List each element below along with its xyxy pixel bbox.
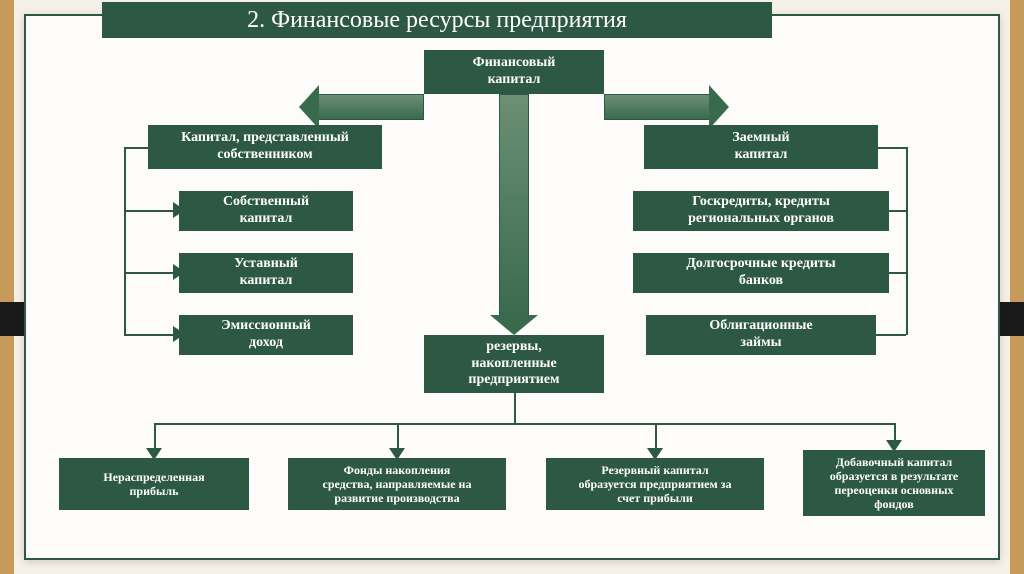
arrow-root-to-right	[604, 94, 712, 120]
node-bot0: Нераспределенная прибыль	[59, 458, 249, 510]
node-mid: резервы, накопленные предприятием	[424, 335, 604, 393]
node-right0: Заемный капитал	[644, 125, 878, 169]
connector	[124, 210, 179, 212]
arrow-root-to-mid	[499, 94, 529, 318]
connector	[889, 272, 906, 274]
connector	[906, 147, 908, 335]
connector	[889, 210, 906, 212]
title-text: 2. Финансовые ресурсы предприятия	[247, 6, 627, 34]
node-right2: Долгосрочные кредиты банков	[633, 253, 889, 293]
node-left3: Эмиссионный доход	[179, 315, 353, 355]
node-root: Финансовый капитал	[424, 50, 604, 94]
connector	[124, 334, 179, 336]
node-bot1: Фонды накопления средства, направляемые …	[288, 458, 506, 510]
diagram-frame: 2. Финансовые ресурсы предприятия Финанс…	[24, 14, 1000, 560]
connector	[876, 334, 906, 336]
connector	[124, 272, 179, 274]
node-right3: Облигационные займы	[646, 315, 876, 355]
connector	[124, 147, 148, 149]
node-bot3: Добавочный капитал образуется в результа…	[803, 450, 985, 516]
node-left1: Собственный капитал	[179, 191, 353, 231]
node-bot2: Резервный капитал образуется предприятие…	[546, 458, 764, 510]
connector	[878, 147, 906, 149]
connector	[154, 423, 894, 425]
node-left0: Капитал, представленный собственником	[148, 125, 382, 169]
arrow-root-to-left	[316, 94, 424, 120]
slide-tab-right	[1000, 302, 1024, 336]
node-left2: Уставный капитал	[179, 253, 353, 293]
slide-tab-left	[0, 302, 24, 336]
node-right1: Госкредиты, кредиты региональных органов	[633, 191, 889, 231]
connector	[124, 147, 126, 335]
title-banner: 2. Финансовые ресурсы предприятия	[102, 2, 772, 38]
connector	[514, 393, 516, 423]
